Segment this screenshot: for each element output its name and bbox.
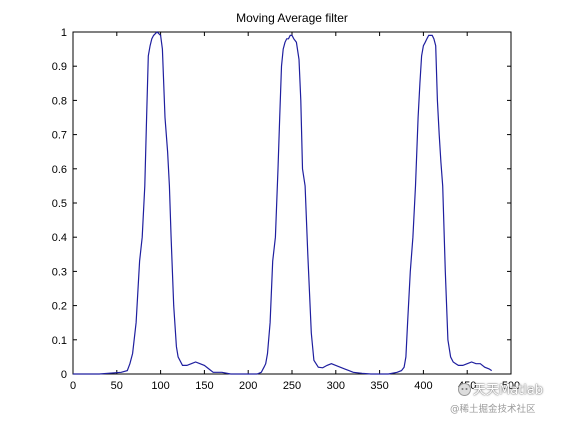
plot-area (72, 31, 512, 375)
x-tick-label: 100 (151, 380, 169, 392)
series-line (73, 31, 493, 375)
x-tick-label: 150 (195, 380, 213, 392)
y-tick-label: 0.5 (52, 198, 67, 210)
y-axis-ticks: 0 0.1 0.2 0.3 0.4 0.5 0.6 0.7 0.8 0.9 1 (52, 27, 511, 381)
y-tick-label: 0.3 (52, 266, 67, 278)
watermark-title: 天天Matlab (473, 383, 544, 398)
y-tick-label: 0.8 (52, 95, 67, 107)
y-tick-label: 0.2 (52, 301, 67, 313)
x-tick-label: 300 (327, 380, 345, 392)
x-tick-label: 200 (239, 380, 257, 392)
x-tick-label: 250 (283, 380, 301, 392)
y-tick-label: 0.9 (52, 61, 67, 73)
y-tick-label: 0 (61, 369, 67, 381)
x-tick-label: 0 (70, 380, 76, 392)
y-tick-label: 0.6 (52, 164, 67, 176)
y-tick-label: 0.7 (52, 130, 67, 142)
y-tick-label: 0.1 (52, 335, 67, 347)
y-tick-label: 1 (61, 27, 67, 39)
x-tick-label: 400 (414, 380, 432, 392)
watermark-subtitle: @稀土掘金技术社区 (450, 404, 536, 415)
x-tick-label: 350 (370, 380, 388, 392)
wechat-icon (458, 383, 471, 396)
x-tick-label: 500 (502, 380, 520, 392)
y-tick-label: 0.4 (52, 232, 67, 244)
x-tick-label: 50 (111, 380, 123, 392)
chart-title: Moving Average filter (236, 11, 348, 25)
